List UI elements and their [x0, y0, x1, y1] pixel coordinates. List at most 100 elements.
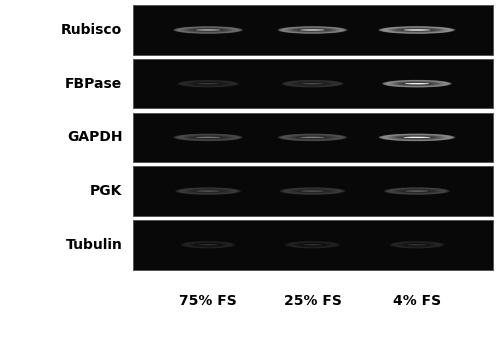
Ellipse shape [178, 134, 238, 141]
Ellipse shape [386, 27, 448, 33]
Text: PGK: PGK [90, 184, 122, 198]
Ellipse shape [182, 80, 234, 87]
Bar [132, 113, 492, 162]
Ellipse shape [280, 26, 345, 34]
Ellipse shape [183, 135, 233, 140]
Ellipse shape [284, 80, 342, 87]
Ellipse shape [286, 188, 339, 194]
Ellipse shape [391, 241, 443, 248]
Ellipse shape [180, 80, 236, 87]
Ellipse shape [300, 29, 325, 31]
Ellipse shape [180, 27, 236, 33]
Bar [132, 59, 492, 108]
Ellipse shape [392, 81, 442, 86]
Ellipse shape [285, 241, 340, 248]
Ellipse shape [182, 188, 235, 194]
Ellipse shape [282, 27, 343, 33]
Ellipse shape [182, 241, 234, 248]
Ellipse shape [283, 188, 342, 194]
Ellipse shape [184, 28, 232, 33]
Ellipse shape [173, 26, 243, 34]
Ellipse shape [280, 187, 345, 195]
Ellipse shape [394, 189, 440, 194]
Ellipse shape [384, 187, 450, 195]
Ellipse shape [178, 134, 238, 140]
Ellipse shape [394, 28, 440, 32]
Ellipse shape [286, 241, 339, 248]
Ellipse shape [393, 241, 441, 248]
Ellipse shape [380, 26, 454, 34]
Ellipse shape [284, 188, 341, 194]
Ellipse shape [285, 188, 340, 194]
Ellipse shape [178, 80, 238, 88]
Ellipse shape [282, 80, 343, 87]
Ellipse shape [395, 135, 439, 139]
Ellipse shape [286, 241, 339, 248]
Text: Tubulin: Tubulin [66, 238, 122, 252]
Ellipse shape [282, 80, 343, 88]
Ellipse shape [389, 241, 445, 248]
Ellipse shape [180, 188, 236, 194]
Ellipse shape [386, 134, 448, 140]
Ellipse shape [279, 187, 346, 195]
Ellipse shape [181, 135, 235, 140]
Ellipse shape [280, 27, 344, 34]
Ellipse shape [284, 188, 342, 194]
Ellipse shape [390, 81, 444, 86]
Ellipse shape [386, 27, 448, 33]
Ellipse shape [395, 28, 439, 32]
Ellipse shape [186, 28, 230, 32]
Ellipse shape [380, 134, 454, 141]
Ellipse shape [404, 29, 430, 31]
Ellipse shape [392, 241, 442, 248]
Ellipse shape [390, 81, 443, 86]
Ellipse shape [288, 241, 337, 248]
Ellipse shape [180, 27, 237, 33]
Ellipse shape [175, 26, 242, 34]
Ellipse shape [286, 241, 340, 248]
Ellipse shape [290, 28, 335, 32]
Ellipse shape [387, 80, 447, 87]
Ellipse shape [388, 80, 446, 87]
Ellipse shape [385, 80, 449, 87]
Ellipse shape [183, 81, 234, 86]
Ellipse shape [180, 134, 236, 140]
Ellipse shape [178, 134, 239, 141]
Text: 75% FS: 75% FS [179, 294, 237, 308]
Ellipse shape [183, 28, 233, 33]
Ellipse shape [281, 80, 344, 88]
Ellipse shape [180, 188, 236, 194]
Ellipse shape [184, 135, 232, 140]
Ellipse shape [394, 28, 440, 32]
Ellipse shape [181, 241, 235, 248]
Ellipse shape [176, 187, 241, 195]
Ellipse shape [379, 26, 455, 34]
Ellipse shape [392, 241, 442, 248]
Ellipse shape [378, 26, 456, 34]
Ellipse shape [292, 28, 333, 32]
Ellipse shape [285, 134, 340, 140]
Ellipse shape [280, 134, 345, 141]
Ellipse shape [183, 188, 233, 194]
Ellipse shape [287, 188, 338, 194]
Ellipse shape [382, 134, 452, 141]
Ellipse shape [382, 80, 452, 88]
Ellipse shape [288, 188, 337, 194]
Ellipse shape [178, 188, 238, 194]
Ellipse shape [280, 27, 345, 34]
Ellipse shape [173, 134, 243, 141]
Ellipse shape [394, 242, 440, 248]
Ellipse shape [286, 27, 340, 33]
Ellipse shape [379, 134, 455, 141]
Ellipse shape [390, 81, 444, 86]
Ellipse shape [288, 28, 338, 33]
Ellipse shape [178, 80, 238, 87]
Ellipse shape [282, 188, 344, 195]
Ellipse shape [174, 26, 242, 34]
Ellipse shape [197, 83, 219, 84]
Ellipse shape [388, 80, 446, 87]
Ellipse shape [286, 188, 339, 194]
Ellipse shape [180, 80, 236, 87]
Ellipse shape [387, 27, 446, 33]
Ellipse shape [174, 134, 242, 141]
